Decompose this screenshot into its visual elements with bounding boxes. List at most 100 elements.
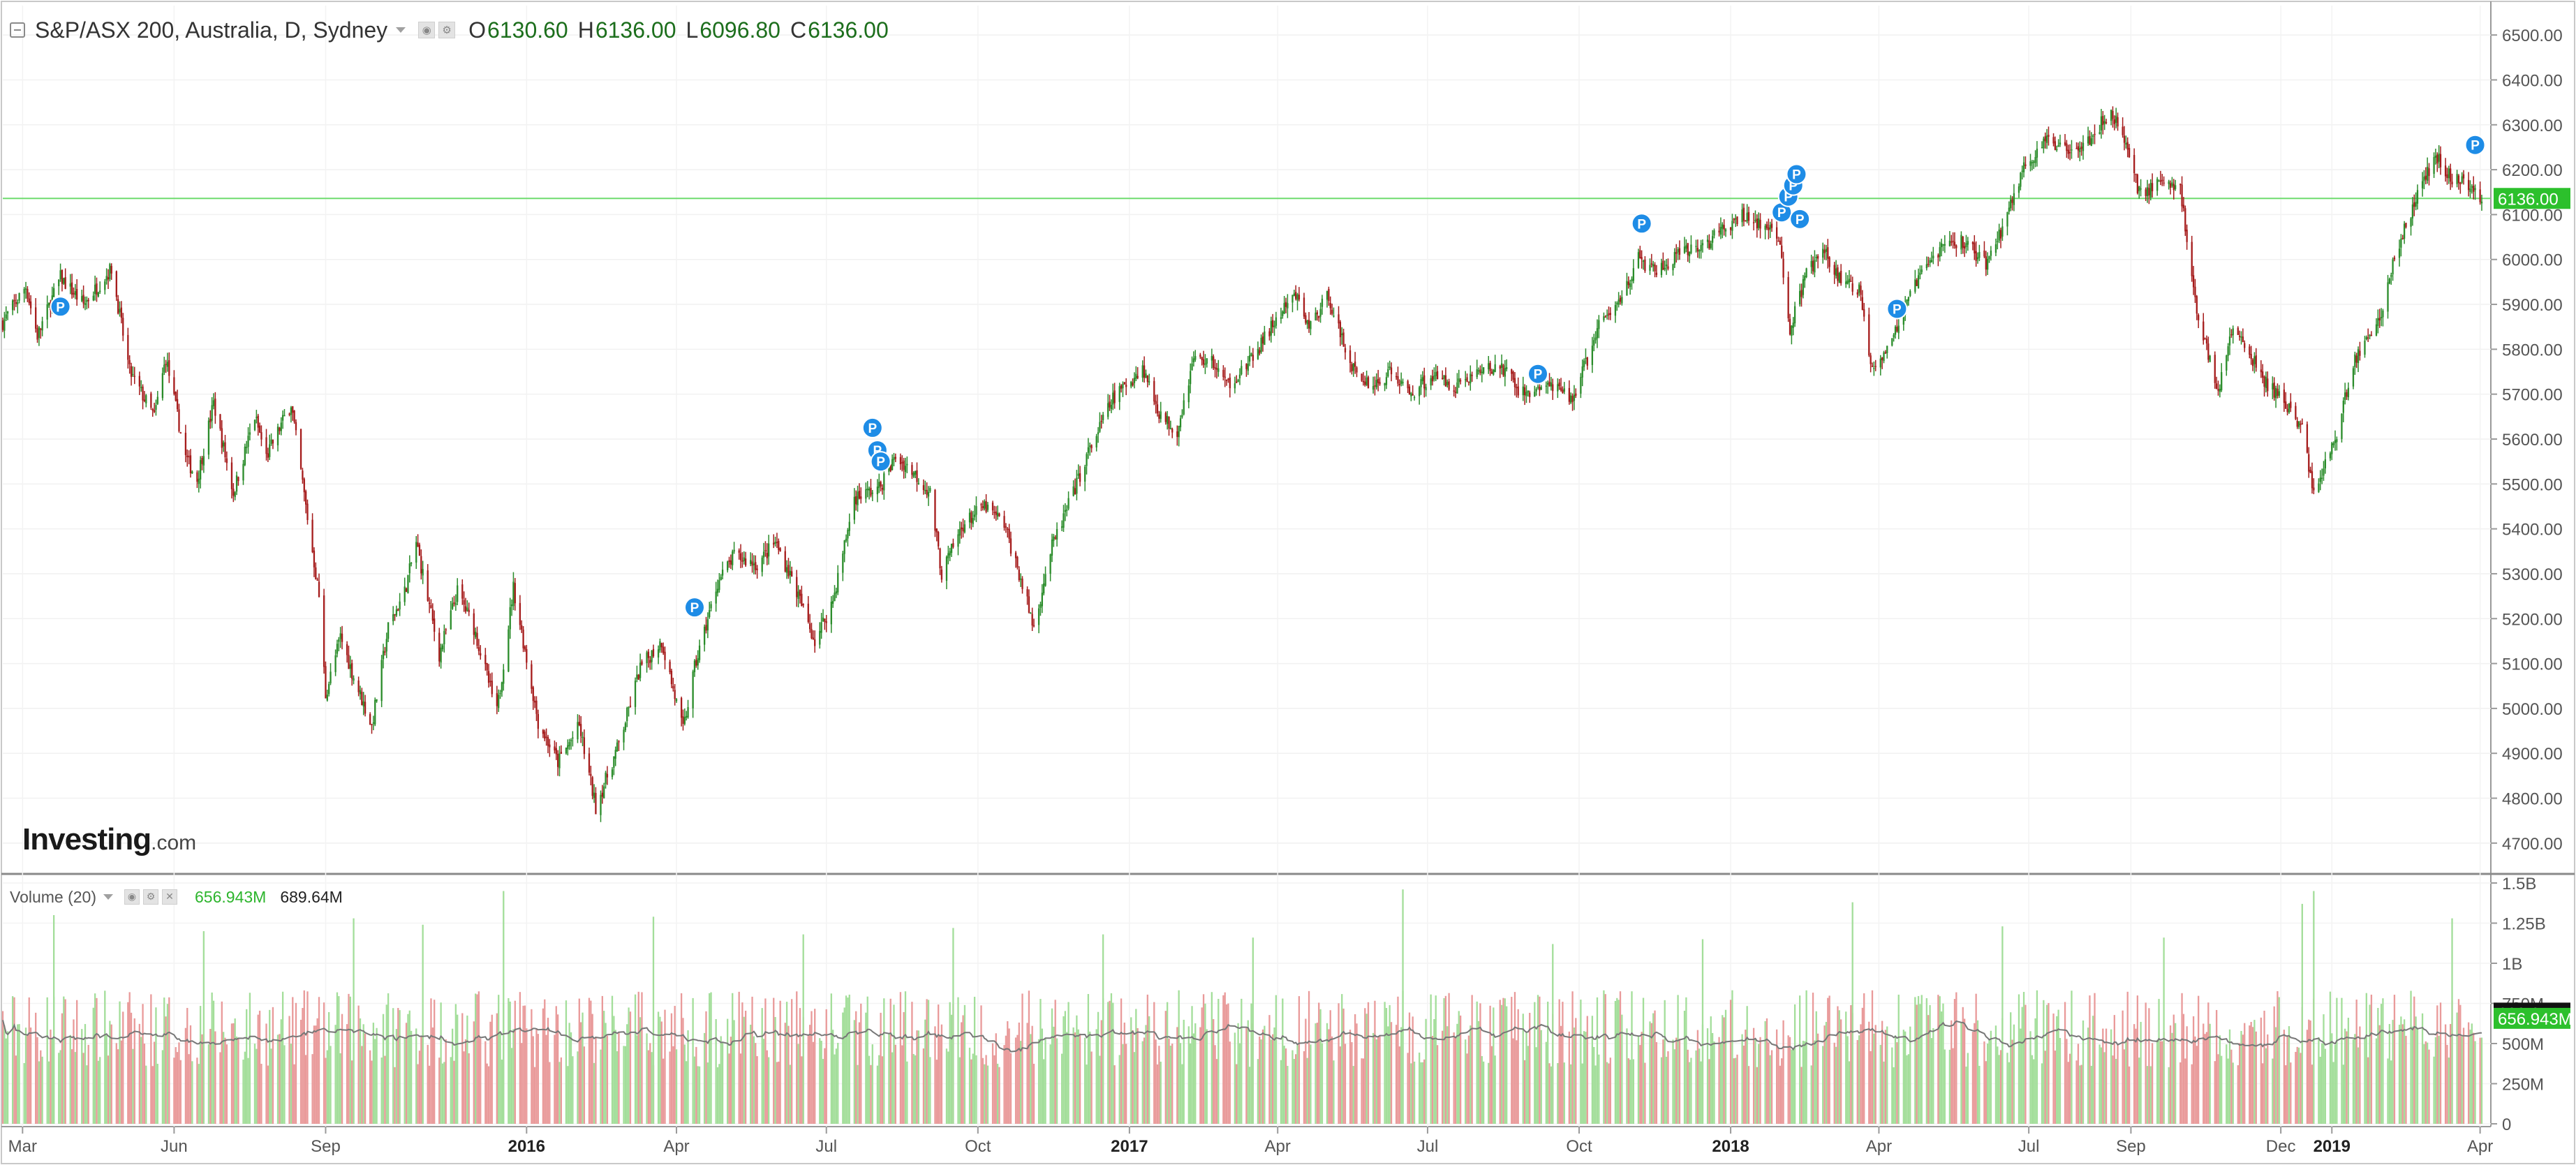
volume-bar[interactable]	[1840, 1019, 1842, 1124]
volume-bar[interactable]	[2094, 993, 2096, 1124]
candle-body[interactable]	[178, 409, 180, 431]
candle-body[interactable]	[1687, 243, 1689, 255]
candle-body[interactable]	[2341, 413, 2343, 439]
candle-body[interactable]	[122, 318, 124, 336]
volume-bar[interactable]	[1741, 1034, 1743, 1124]
candle-body[interactable]	[1298, 295, 1301, 299]
candle-body[interactable]	[499, 692, 501, 695]
volume-bar[interactable]	[2439, 1002, 2442, 1124]
candle-body[interactable]	[1833, 265, 1835, 275]
candle-body[interactable]	[1881, 357, 1883, 360]
volume-bar[interactable]	[651, 1052, 653, 1124]
volume-bar[interactable]	[623, 1046, 625, 1124]
candle-body[interactable]	[730, 560, 732, 565]
candle-body[interactable]	[184, 432, 187, 455]
volume-bar[interactable]	[606, 1035, 609, 1124]
candle-body[interactable]	[1769, 225, 1771, 230]
candle-body[interactable]	[1618, 299, 1620, 305]
candle-body[interactable]	[92, 295, 94, 301]
volume-bar[interactable]	[2033, 1059, 2035, 1124]
volume-bar[interactable]	[1789, 1037, 1791, 1124]
candle-body[interactable]	[281, 415, 284, 421]
candle-body[interactable]	[962, 528, 964, 532]
candle-body[interactable]	[1558, 383, 1560, 387]
volume-bar[interactable]	[2010, 1012, 2012, 1124]
volume-bar[interactable]	[751, 996, 753, 1124]
candle-body[interactable]	[750, 560, 752, 564]
volume-bar[interactable]	[191, 1061, 193, 1124]
volume-bar[interactable]	[2020, 1028, 2022, 1124]
volume-bar[interactable]	[991, 1043, 994, 1124]
volume-bar[interactable]	[738, 991, 740, 1124]
candle-body[interactable]	[115, 271, 117, 297]
volume-bar[interactable]	[542, 1008, 545, 1124]
volume-bar[interactable]	[1965, 1067, 1967, 1124]
candle-body[interactable]	[1225, 380, 1228, 381]
volume-bar[interactable]	[878, 1055, 880, 1124]
candle-body[interactable]	[2393, 257, 2396, 260]
candle-body[interactable]	[1690, 244, 1692, 253]
candle-body[interactable]	[2045, 135, 2048, 143]
candle-body[interactable]	[1952, 240, 1954, 242]
candle-body[interactable]	[2020, 172, 2022, 187]
volume-bar[interactable]	[695, 1046, 697, 1124]
volume-bar[interactable]	[247, 1058, 249, 1124]
candle-body[interactable]	[1095, 436, 1097, 448]
candle-body[interactable]	[1118, 386, 1120, 402]
candle-body[interactable]	[868, 489, 871, 491]
volume-bar[interactable]	[544, 999, 546, 1124]
candle-body[interactable]	[1456, 382, 1458, 394]
candle-body[interactable]	[641, 661, 643, 665]
volume-bar[interactable]	[29, 1027, 32, 1124]
volume-bar[interactable]	[1998, 1055, 2000, 1124]
candle-body[interactable]	[2029, 161, 2031, 166]
volume-bar[interactable]	[357, 1005, 360, 1124]
candle-body[interactable]	[2471, 186, 2473, 188]
candle-body[interactable]	[1130, 381, 1132, 387]
candle-body[interactable]	[947, 553, 949, 558]
candle-body[interactable]	[756, 568, 758, 570]
volume-bar[interactable]	[1894, 1035, 1897, 1124]
candle-body[interactable]	[1259, 350, 1261, 354]
candle-body[interactable]	[1089, 445, 1091, 447]
candle-body[interactable]	[2021, 170, 2023, 172]
volume-bar[interactable]	[143, 1044, 146, 1124]
volume-bar[interactable]	[235, 1037, 238, 1124]
candle-body[interactable]	[558, 753, 561, 769]
volume-bar[interactable]	[982, 1058, 984, 1124]
candle-body[interactable]	[605, 772, 607, 785]
candle-body[interactable]	[2159, 180, 2162, 182]
candle-body[interactable]	[940, 569, 943, 580]
candle-body[interactable]	[912, 473, 915, 477]
candle-body[interactable]	[1552, 384, 1554, 392]
candle-body[interactable]	[2068, 152, 2071, 154]
candle-body[interactable]	[1596, 328, 1599, 339]
volume-bar[interactable]	[12, 996, 14, 1124]
volume-bar[interactable]	[588, 997, 591, 1124]
volume-bar[interactable]	[2378, 1025, 2381, 1124]
volume-bar[interactable]	[1349, 1030, 1352, 1124]
candle-body[interactable]	[1650, 263, 1652, 265]
candle-body[interactable]	[2421, 181, 2424, 188]
candle-body[interactable]	[939, 548, 941, 569]
volume-bar[interactable]	[486, 1063, 488, 1124]
candle-body[interactable]	[1548, 381, 1550, 387]
candle-body[interactable]	[173, 377, 175, 394]
volume-bar[interactable]	[1194, 1023, 1197, 1124]
candle-body[interactable]	[1271, 320, 1274, 327]
volume-bar[interactable]	[40, 1050, 42, 1124]
volume-bar[interactable]	[791, 999, 793, 1124]
candle-body[interactable]	[1122, 384, 1124, 389]
volume-bar[interactable]	[476, 994, 478, 1124]
volume-bar[interactable]	[762, 1039, 765, 1124]
volume-bar[interactable]	[1550, 1066, 1553, 1124]
candle-body[interactable]	[1032, 625, 1035, 627]
candle-body[interactable]	[1467, 381, 1470, 383]
candle-body[interactable]	[2375, 324, 2378, 336]
candle-body[interactable]	[1883, 352, 1885, 362]
volume-bar[interactable]	[730, 1037, 732, 1124]
volume-bar[interactable]	[1731, 990, 1733, 1124]
candle-body[interactable]	[789, 570, 791, 576]
volume-bar[interactable]	[1158, 1046, 1160, 1124]
